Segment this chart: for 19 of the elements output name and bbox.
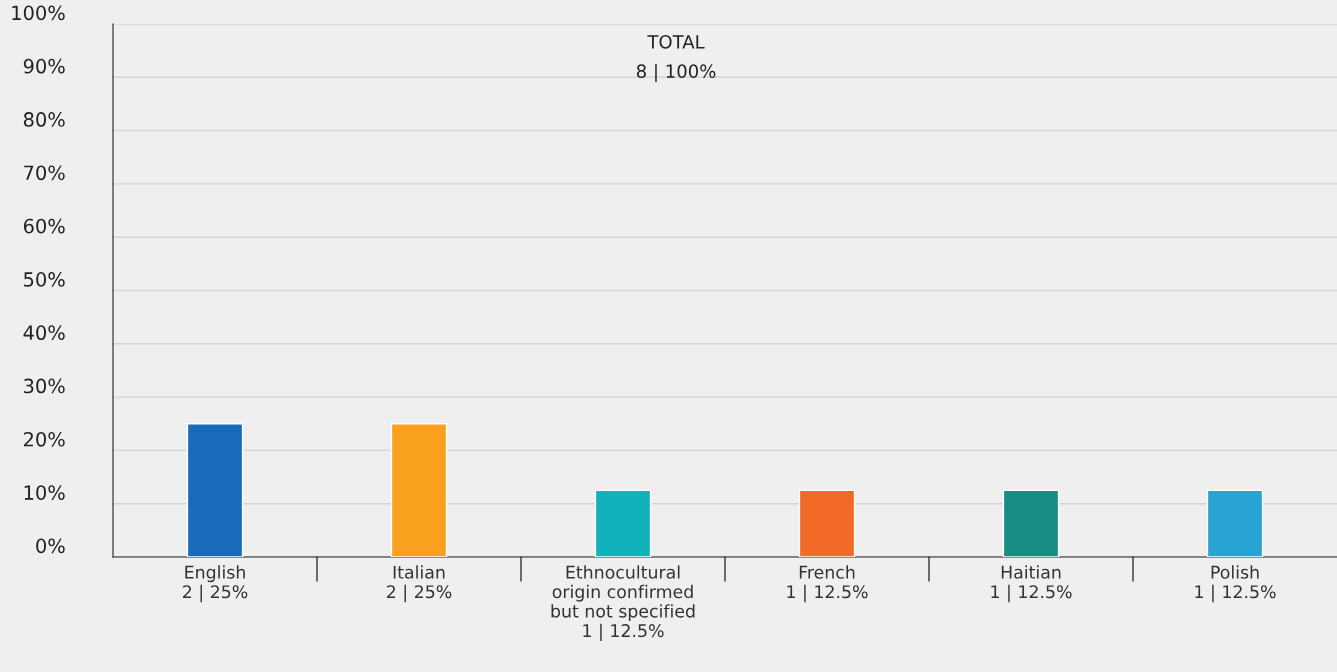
y-tick-label: 10%	[24, 485, 65, 500]
x-tick-label: English 2 | 25%	[183, 565, 248, 603]
y-tick-label: 90%	[23, 58, 65, 74]
x-tick-label: Ethnocultural origin confirmed but not specified 1 | 12.5%	[551, 565, 695, 642]
y-tick-label: 0%	[36, 538, 65, 554]
x-tick-label: Haitian 1 | 12.5%	[991, 565, 1072, 603]
y-tick-label: 50%	[24, 272, 65, 287]
y-tick-label: 20%	[23, 431, 65, 447]
y-tick-label: 60%	[23, 218, 65, 234]
y-tick-label: 80%	[23, 112, 65, 127]
y-tick-label: 30%	[24, 378, 65, 394]
chart-title: TOTAL	[647, 34, 705, 49]
text: 8 | 100%	[636, 63, 716, 83]
x-tick-label: Polish 1 | 12.5%	[1195, 565, 1276, 603]
y-tick-label: 70%	[24, 165, 65, 181]
x-tick-label: Italian 2 | 25%	[387, 565, 452, 603]
y-tick-label: 40%	[23, 325, 65, 341]
y-tick-label: 100%	[12, 5, 65, 21]
x-tick-label: French 1 | 12.5%	[787, 565, 868, 603]
